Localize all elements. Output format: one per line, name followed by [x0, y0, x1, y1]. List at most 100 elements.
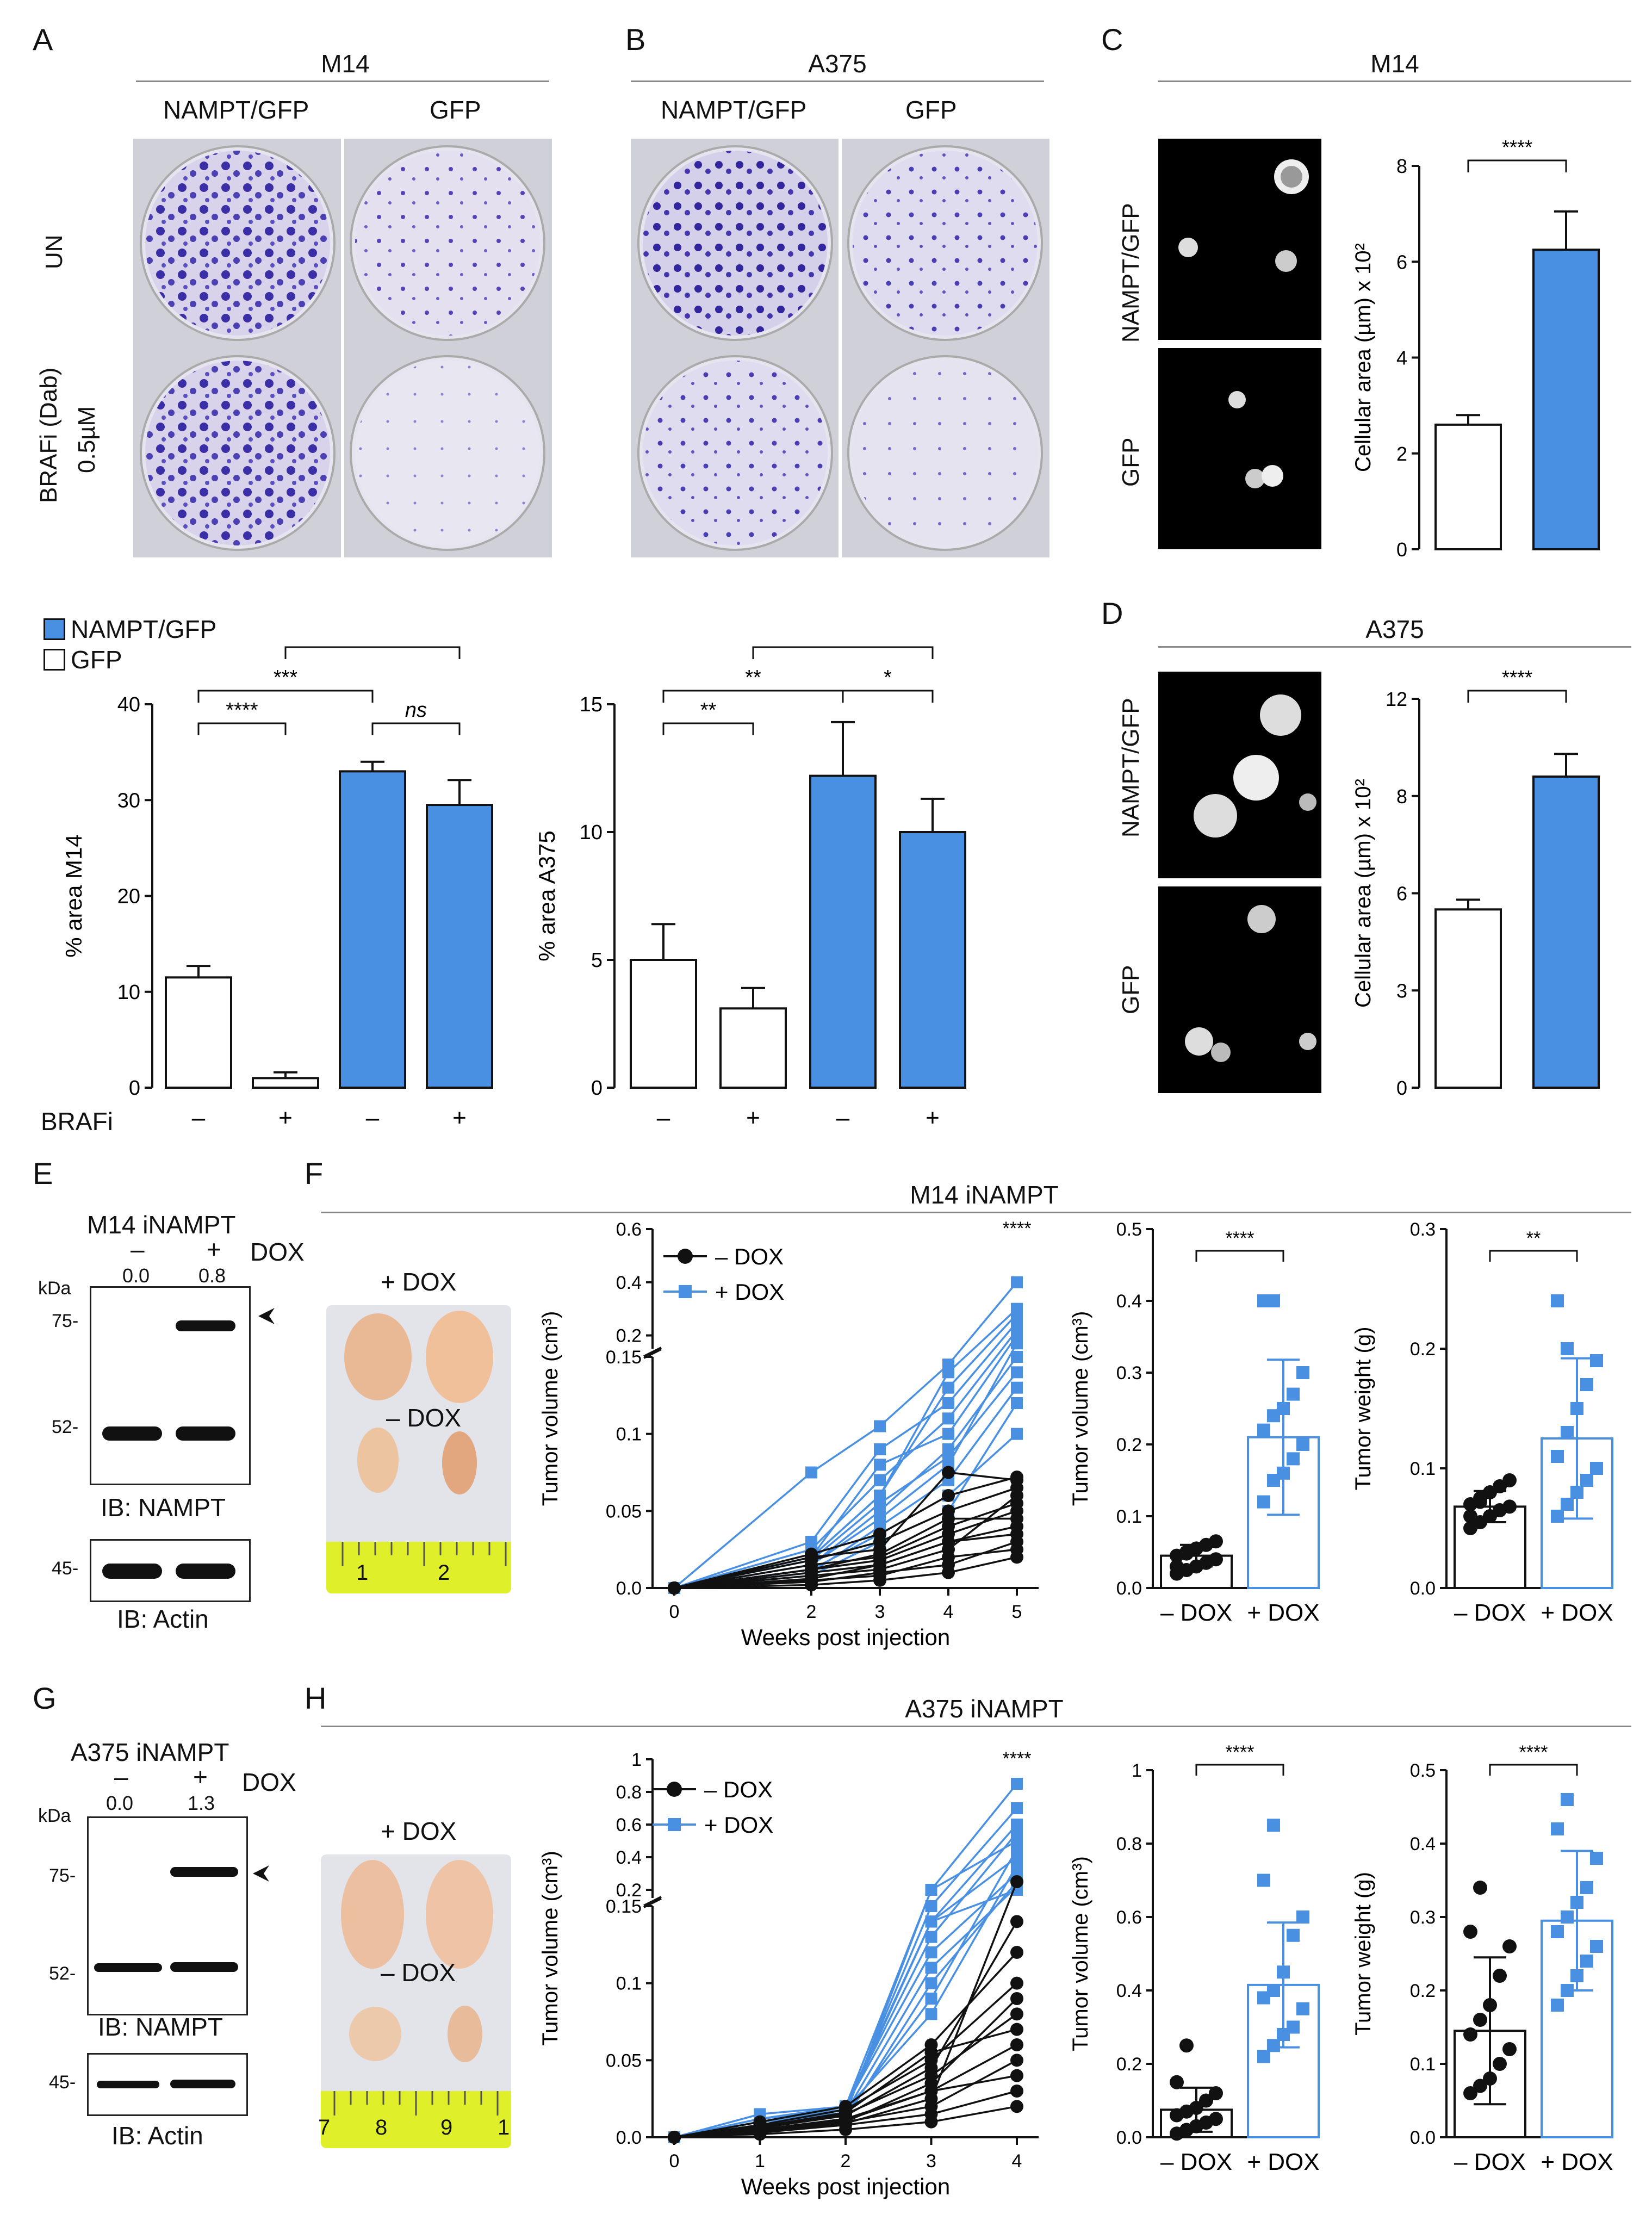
y-tick-label: 0.6: [616, 1219, 642, 1240]
data-point: [942, 1512, 955, 1525]
panel-g-quant-minus: 0.0: [106, 1792, 134, 1814]
data-point: [1010, 1946, 1023, 1959]
x-category-label: – DOX: [1454, 1599, 1526, 1626]
panel-a-colony-plates: [133, 139, 552, 557]
data-point: [925, 1977, 937, 1989]
data-point: [1551, 1822, 1564, 1835]
data-point: [925, 1993, 937, 2005]
x-tick-label: 0: [669, 2151, 680, 2172]
data-point: [1277, 1965, 1290, 1979]
data-point: [874, 1512, 886, 1525]
legend-marker-plus: [679, 1285, 692, 1298]
data-point: [1483, 1998, 1497, 2012]
data-point: [942, 1489, 955, 1502]
data-point: [1010, 1481, 1023, 1494]
y-axis-label: Tumor volume (cm³): [538, 1311, 562, 1506]
data-point: [1011, 1351, 1023, 1363]
series-line: [674, 1865, 1018, 2138]
data-point: [1011, 1381, 1023, 1394]
data-point: [1267, 2039, 1280, 2052]
data-point: [874, 1420, 886, 1432]
data-point: [1561, 1984, 1574, 1997]
data-point: [1570, 1896, 1583, 1909]
panel-f-photo-minus-label: – DOX: [386, 1404, 462, 1432]
series-line: [674, 1832, 1018, 2138]
panel-a-row-label-un: UN: [41, 234, 67, 269]
data-point: [942, 1558, 955, 1572]
panel-f-tumor-photo: [326, 1305, 511, 1593]
y-tick-label: 0.6: [616, 1815, 642, 1835]
panel-letter-g: G: [33, 1681, 57, 1715]
panel-a-col-label-nampt: NAMPT/GFP: [163, 96, 309, 124]
x-axis-label: Weeks post injection: [741, 1624, 950, 1650]
data-point: [1570, 1969, 1583, 1982]
y-tick-label: 0: [1396, 538, 1407, 561]
data-point: [1010, 2054, 1023, 2067]
panel-e-band-actin-1: [102, 1564, 162, 1579]
panel-letter-f: F: [305, 1156, 324, 1190]
data-point: [1580, 1881, 1593, 1894]
data-point: [1570, 1402, 1583, 1415]
y-tick-label: 12: [1386, 688, 1407, 710]
x-category-label: –: [836, 1105, 850, 1126]
data-point: [839, 2106, 852, 2119]
series-line: [674, 1840, 1017, 2138]
y-tick-label: 0.3: [1116, 1363, 1142, 1384]
panel-c-row-label-nampt: NAMPT/GFP: [1117, 203, 1144, 343]
data-point: [1010, 1976, 1023, 1990]
data-point: [1590, 1354, 1603, 1367]
significance-label: ****: [1226, 1742, 1254, 1763]
data-point: [668, 2131, 681, 2144]
data-point: [925, 2008, 937, 2020]
data-point: [1561, 1426, 1574, 1439]
chart-h-tumor-volume: 0.0 0.2 0.4 0.6 0.8 1 Tumor volume (cm³) – DOX +…: [1069, 1742, 1320, 2175]
y-tick-label: 0.05: [606, 1501, 642, 1522]
y-tick-label: 1: [631, 1750, 642, 1770]
y-tick-label: 0.4: [616, 1273, 642, 1293]
x-category-label: + DOX: [1541, 1599, 1613, 1626]
panel-g-band-endog-2: [170, 1962, 238, 1972]
bar: [252, 1077, 319, 1089]
data-point: [925, 1946, 937, 1958]
data-point: [1011, 1843, 1023, 1855]
data-point: [1570, 1486, 1583, 1499]
panel-g-ib-nampt: IB: NAMPT: [98, 2013, 223, 2041]
legend-marker-minus: [667, 1782, 682, 1797]
y-axis-label: % area A375: [538, 830, 560, 961]
panel-f-ruler-2: 2: [438, 1561, 450, 1585]
significance-label: **: [745, 666, 761, 689]
y-tick-label: 0: [129, 1077, 140, 1100]
y-tick-label: 0.3: [1410, 1219, 1436, 1240]
data-point: [942, 1466, 955, 1479]
panel-c-title-rule: [1158, 80, 1631, 82]
data-point: [925, 1931, 937, 1943]
data-point: [1170, 2075, 1184, 2089]
panel-letter-d: D: [1101, 596, 1123, 630]
data-point: [1179, 1546, 1194, 1561]
bar: [1434, 423, 1502, 550]
data-point: [942, 1412, 954, 1425]
data-point: [1590, 1940, 1603, 1953]
panel-b-title: A375: [808, 49, 867, 78]
data-point: [1463, 2027, 1477, 2042]
x-category-label: – DOX: [1454, 2149, 1526, 2175]
data-point: [925, 1915, 937, 1928]
data-point: [1010, 2069, 1023, 2082]
panel-f-title-rule: [321, 1212, 1631, 1213]
data-point: [1199, 2093, 1213, 2108]
data-point: [1011, 1337, 1023, 1350]
panel-g-sign-minus: –: [114, 1763, 128, 1791]
y-tick-label: 2: [1396, 443, 1407, 465]
y-tick-label: 0.1: [1410, 1459, 1436, 1479]
bar: [1434, 908, 1502, 1089]
data-point: [1010, 2100, 1023, 2113]
panel-h-ruler-7: 7: [318, 2116, 331, 2139]
y-tick-label: 0.3: [1410, 1907, 1436, 1928]
data-point: [942, 1366, 954, 1379]
data-point: [1551, 1294, 1564, 1307]
data-point: [1493, 1969, 1507, 1983]
panel-e-band-endog-1: [102, 1426, 162, 1441]
legend-label-plus: + DOX: [715, 1279, 784, 1305]
legend-marker-plus: [668, 1818, 681, 1831]
significance-label: ns: [405, 699, 427, 722]
